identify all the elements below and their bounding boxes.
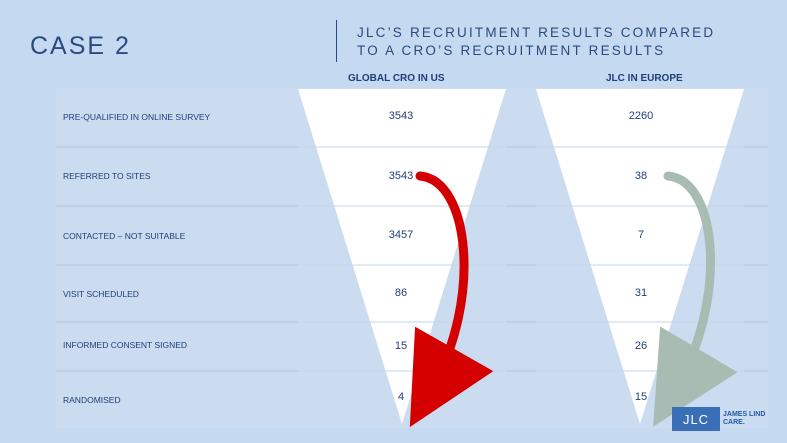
- title-line-1: JLC’S RECRUITMENT RESULTS COMPARED: [357, 25, 716, 40]
- row-label: REFERRED TO SITES: [63, 171, 151, 181]
- jlc-logo: JLC JAMES LIND CARE.: [672, 407, 765, 431]
- jlc-value: 15: [634, 391, 648, 403]
- jlc-value: 31: [634, 287, 648, 299]
- jlc-value: 26: [634, 340, 648, 352]
- case-title: CASE 2: [30, 32, 131, 60]
- row-label: INFORMED CONSENT SIGNED: [63, 340, 188, 350]
- jlc-funnel: [536, 89, 744, 424]
- page-title: JLC’S RECRUITMENT RESULTS COMPARED TO A …: [357, 24, 715, 60]
- logo-name-line-2: CARE.: [723, 419, 745, 426]
- jlc-value: 7: [637, 229, 645, 241]
- row-label: CONTACTED – NOT SUITABLE: [63, 231, 186, 241]
- cro-arrow: [409, 171, 494, 428]
- cro-column-heading: GLOBAL CRO IN US: [348, 73, 445, 84]
- jlc-value: 38: [634, 170, 648, 182]
- logo-mark: JLC: [672, 407, 720, 431]
- title-line-2: TO A CRO’S RECRUITMENT RESULTS: [357, 43, 666, 58]
- row-label: RANDOMISED: [63, 395, 121, 405]
- jlc-value: 2260: [628, 110, 654, 122]
- cro-value: 3543: [388, 170, 414, 182]
- jlc-arrow: [653, 171, 738, 427]
- cro-value: 3543: [388, 110, 414, 122]
- row-label: VISIT SCHEDULED: [63, 289, 139, 299]
- logo-name: JAMES LIND CARE.: [723, 411, 765, 427]
- logo-name-line-1: JAMES LIND: [723, 411, 766, 418]
- cro-value: 4: [397, 391, 405, 403]
- cro-value: 15: [394, 340, 408, 352]
- cro-funnel: [298, 89, 506, 424]
- header-divider: [336, 20, 337, 62]
- cro-value: 3457: [388, 229, 414, 241]
- jlc-column-heading: JLC IN EUROPE: [606, 73, 683, 84]
- row-label: PRE-QUALIFIED IN ONLINE SURVEY: [63, 112, 211, 122]
- cro-value: 86: [394, 287, 408, 299]
